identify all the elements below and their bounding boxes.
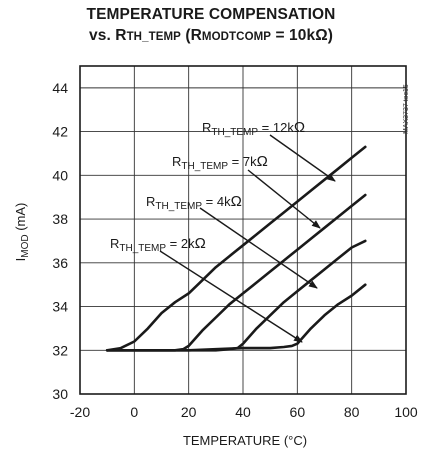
- y-tick-label: 36: [52, 255, 68, 271]
- series-line: [105, 283, 367, 352]
- y-axis-label: IMOD (mA): [13, 203, 31, 262]
- series-label: RTH_TEMP = 7kΩ: [172, 153, 268, 172]
- label-arrow: [199, 207, 318, 289]
- series-line: [105, 145, 367, 352]
- x-tick-label: 80: [344, 404, 360, 420]
- label-arrow: [159, 250, 303, 343]
- x-tick-label: 60: [290, 404, 306, 420]
- label-arrow: [247, 169, 321, 229]
- y-tick-label: 42: [52, 124, 68, 140]
- series-line: [105, 193, 367, 352]
- y-tick-label: 40: [52, 167, 68, 183]
- series-label: RTH_TEMP = 4kΩ: [146, 193, 242, 212]
- x-tick-label: 100: [394, 404, 418, 420]
- series-curves: [105, 145, 367, 352]
- series-line: [105, 239, 367, 352]
- label-arrow: [269, 134, 336, 182]
- series-labels: RTH_TEMP = 12kΩ RTH_TEMP = 7kΩ RTH_TEMP = …: [110, 119, 305, 254]
- y-tick-label: 30: [52, 386, 68, 402]
- figure-id: MAX3737 toc15: [403, 84, 410, 134]
- y-tick-labels: 30 32 34 36 38 40 42 44: [52, 80, 68, 402]
- x-axis-label: TEMPERATURE (°C): [183, 433, 307, 448]
- y-tick-label: 38: [52, 211, 68, 227]
- chart-subtitle: vs. RTH_TEMP (RMODTCOMP = 10kΩ): [89, 27, 333, 44]
- y-tick-label: 32: [52, 342, 68, 358]
- series-label: RTH_TEMP = 2kΩ: [110, 235, 206, 254]
- x-tick-label: 40: [235, 404, 251, 420]
- x-tick-label: 0: [130, 404, 138, 420]
- chart-title: TEMPERATURE COMPENSATION: [86, 6, 336, 23]
- y-tick-label: 34: [52, 299, 68, 315]
- plot-frame: [79, 65, 407, 395]
- label-arrows: [159, 134, 336, 343]
- x-tick-label: 20: [181, 404, 197, 420]
- y-tick-label: 44: [52, 80, 68, 96]
- x-tick-label: -20: [70, 404, 90, 420]
- x-tick-labels: -20 0 20 40 60 80 100: [70, 404, 418, 420]
- series-label: RTH_TEMP = 12kΩ: [202, 119, 305, 138]
